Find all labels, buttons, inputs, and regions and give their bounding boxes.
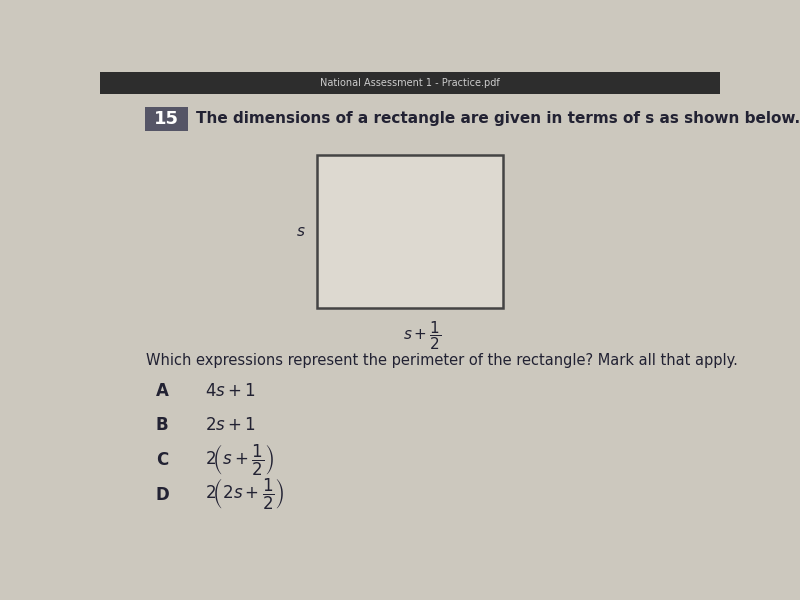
Text: s: s [297, 224, 305, 239]
Text: D: D [156, 486, 170, 504]
FancyBboxPatch shape [146, 107, 188, 131]
Text: $2\!\left(s + \dfrac{1}{2}\right)$: $2\!\left(s + \dfrac{1}{2}\right)$ [206, 442, 274, 478]
Text: $2s + 1$: $2s + 1$ [206, 416, 256, 434]
Text: B: B [156, 416, 169, 434]
Bar [317, 155, 503, 308]
Text: C: C [156, 451, 168, 469]
Text: A: A [156, 382, 169, 400]
Text: $4s + 1$: $4s + 1$ [206, 382, 256, 400]
Text: Which expressions represent the perimeter of the rectangle? Mark all that apply.: Which expressions represent the perimete… [146, 353, 738, 368]
Bar [100, 72, 720, 94]
Text: National Assessment 1 - Practice.pdf: National Assessment 1 - Practice.pdf [320, 78, 500, 88]
Text: $s + \dfrac{1}{2}$: $s + \dfrac{1}{2}$ [403, 319, 442, 352]
Text: The dimensions of a rectangle are given in terms of s as shown below.: The dimensions of a rectangle are given … [196, 111, 800, 126]
Text: 15: 15 [154, 110, 179, 128]
Text: $2\!\left(2s + \dfrac{1}{2}\right)$: $2\!\left(2s + \dfrac{1}{2}\right)$ [206, 477, 285, 512]
